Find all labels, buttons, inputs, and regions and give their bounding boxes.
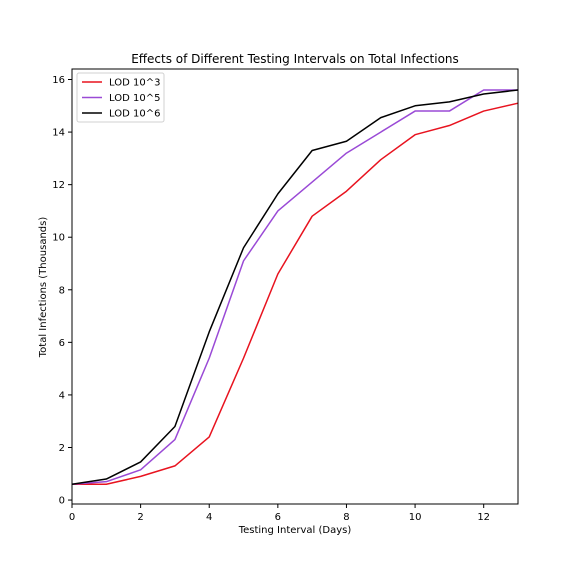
x-tick-label: 0 — [69, 512, 75, 523]
series-line-3 — [71, 89, 519, 486]
y-axis: 0 2 4 6 8 10 12 14 16 — [52, 75, 72, 507]
y-tick-label: 0 — [59, 496, 65, 507]
legend-label: LOD 10^5 — [109, 93, 160, 104]
x-tick-label: 10 — [409, 512, 422, 523]
legend-label: LOD 10^3 — [109, 78, 160, 89]
y-axis-label: Total Infections (Thousands) — [38, 217, 49, 359]
chart-title: Effects of Different Testing Intervals o… — [131, 52, 459, 66]
x-tick-label: 8 — [343, 512, 349, 523]
y-tick-label: 16 — [52, 75, 65, 86]
y-tick-label: 4 — [59, 390, 65, 401]
y-tick-label: 2 — [59, 443, 65, 454]
y-tick-label: 6 — [59, 338, 65, 349]
x-axis: 0 2 4 6 8 10 12 — [69, 504, 490, 523]
x-tick-label: 12 — [477, 512, 490, 523]
legend-label: LOD 10^6 — [109, 109, 160, 120]
x-tick-label: 4 — [206, 512, 212, 523]
y-tick-label: 12 — [52, 180, 65, 191]
series-line-1 — [72, 102, 519, 486]
plot-area-frame — [71, 68, 519, 505]
x-tick-label: 6 — [275, 512, 281, 523]
x-tick-label: 2 — [137, 512, 143, 523]
series-line-2 — [71, 89, 518, 486]
y-tick-label: 10 — [52, 233, 65, 244]
y-tick-label: 14 — [52, 128, 65, 139]
x-axis-label: Testing Interval (Days) — [238, 525, 352, 536]
y-tick-label: 8 — [59, 285, 65, 296]
plot-lines — [71, 89, 519, 486]
legend-box — [76, 72, 165, 123]
legend: LOD 10^3 LOD 10^5 LOD 10^6 — [76, 72, 165, 123]
